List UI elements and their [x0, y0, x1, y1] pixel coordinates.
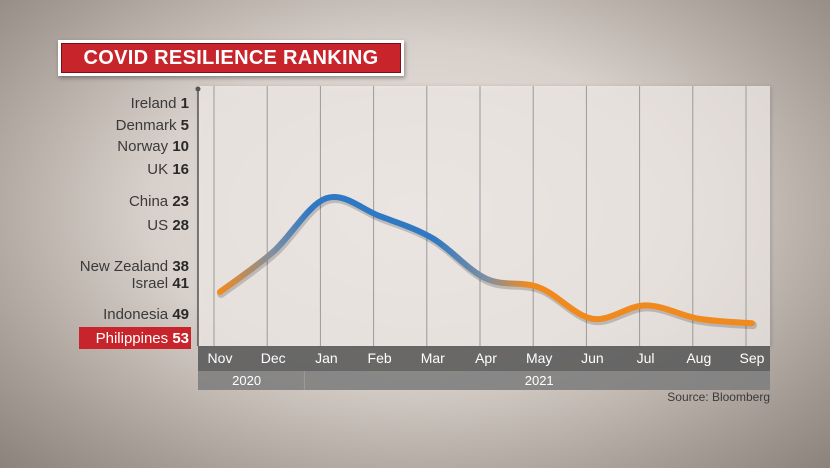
rank-country: Denmark	[116, 117, 181, 134]
data-point	[590, 317, 594, 321]
data-point	[484, 277, 488, 281]
month-axis-bar	[198, 346, 770, 371]
month-label: Sep	[740, 350, 765, 366]
month-label: Jan	[315, 350, 338, 366]
rank-number: 16	[172, 161, 189, 178]
rank-label-philippines: Philippines 53	[96, 330, 189, 347]
month-label: Dec	[261, 350, 286, 366]
month-label: Nov	[208, 350, 233, 366]
month-label: Jul	[637, 350, 655, 366]
plot-panel	[198, 86, 770, 346]
rank-label-israel: Israel 41	[131, 275, 189, 292]
rank-label-ireland: Ireland 1	[131, 95, 189, 112]
rank-number: 38	[172, 258, 189, 275]
rank-label-uk: UK 16	[147, 161, 189, 178]
rank-label-new-zealand: New Zealand 38	[80, 258, 189, 275]
year-label: 2021	[525, 373, 554, 388]
data-point	[431, 236, 435, 240]
rank-label-norway: Norway 10	[117, 138, 189, 155]
rank-country: Ireland	[131, 95, 181, 112]
rank-label-indonesia: Indonesia 49	[103, 306, 189, 323]
month-label: Jun	[581, 350, 604, 366]
series-line	[217, 194, 755, 327]
month-label: Apr	[475, 350, 497, 366]
month-label: Mar	[421, 350, 445, 366]
chart-title-box: COVID RESILIENCE RANKING	[58, 40, 404, 76]
rank-country: New Zealand	[80, 258, 173, 275]
month-label: Aug	[686, 350, 711, 366]
rank-number: 41	[172, 275, 189, 292]
rank-number: 23	[172, 193, 189, 210]
rank-country: Norway	[117, 138, 172, 155]
month-label: May	[526, 350, 552, 366]
data-point	[750, 321, 754, 325]
data-point	[644, 303, 648, 307]
rank-label-denmark: Denmark 5	[116, 117, 189, 134]
rank-number: 28	[172, 217, 189, 234]
rank-number: 10	[172, 138, 189, 155]
rank-country: Indonesia	[103, 306, 172, 323]
rank-country: Philippines	[96, 330, 173, 347]
year-axis-bar	[198, 371, 770, 390]
data-point	[218, 290, 222, 294]
data-point	[271, 250, 275, 254]
month-label: Feb	[368, 350, 392, 366]
source-note: Source: Bloomberg	[667, 390, 770, 404]
y-axis-end-dot	[195, 86, 201, 92]
data-point	[324, 196, 328, 200]
rank-number: 49	[172, 306, 189, 323]
chart-title: COVID RESILIENCE RANKING	[61, 43, 401, 73]
rank-number: 53	[172, 330, 189, 347]
rank-number: 5	[181, 117, 189, 134]
data-point	[537, 286, 541, 290]
rank-country: US	[147, 217, 172, 234]
data-point	[378, 214, 382, 218]
rank-label-us: US 28	[147, 217, 189, 234]
data-point	[697, 317, 701, 321]
rank-number: 1	[181, 95, 189, 112]
highlight-label-bg	[79, 327, 191, 349]
year-label: 2020	[232, 373, 261, 388]
rank-country: Israel	[131, 275, 172, 292]
rank-country: UK	[147, 161, 172, 178]
rank-label-china: China 23	[129, 193, 189, 210]
rank-country: China	[129, 193, 172, 210]
